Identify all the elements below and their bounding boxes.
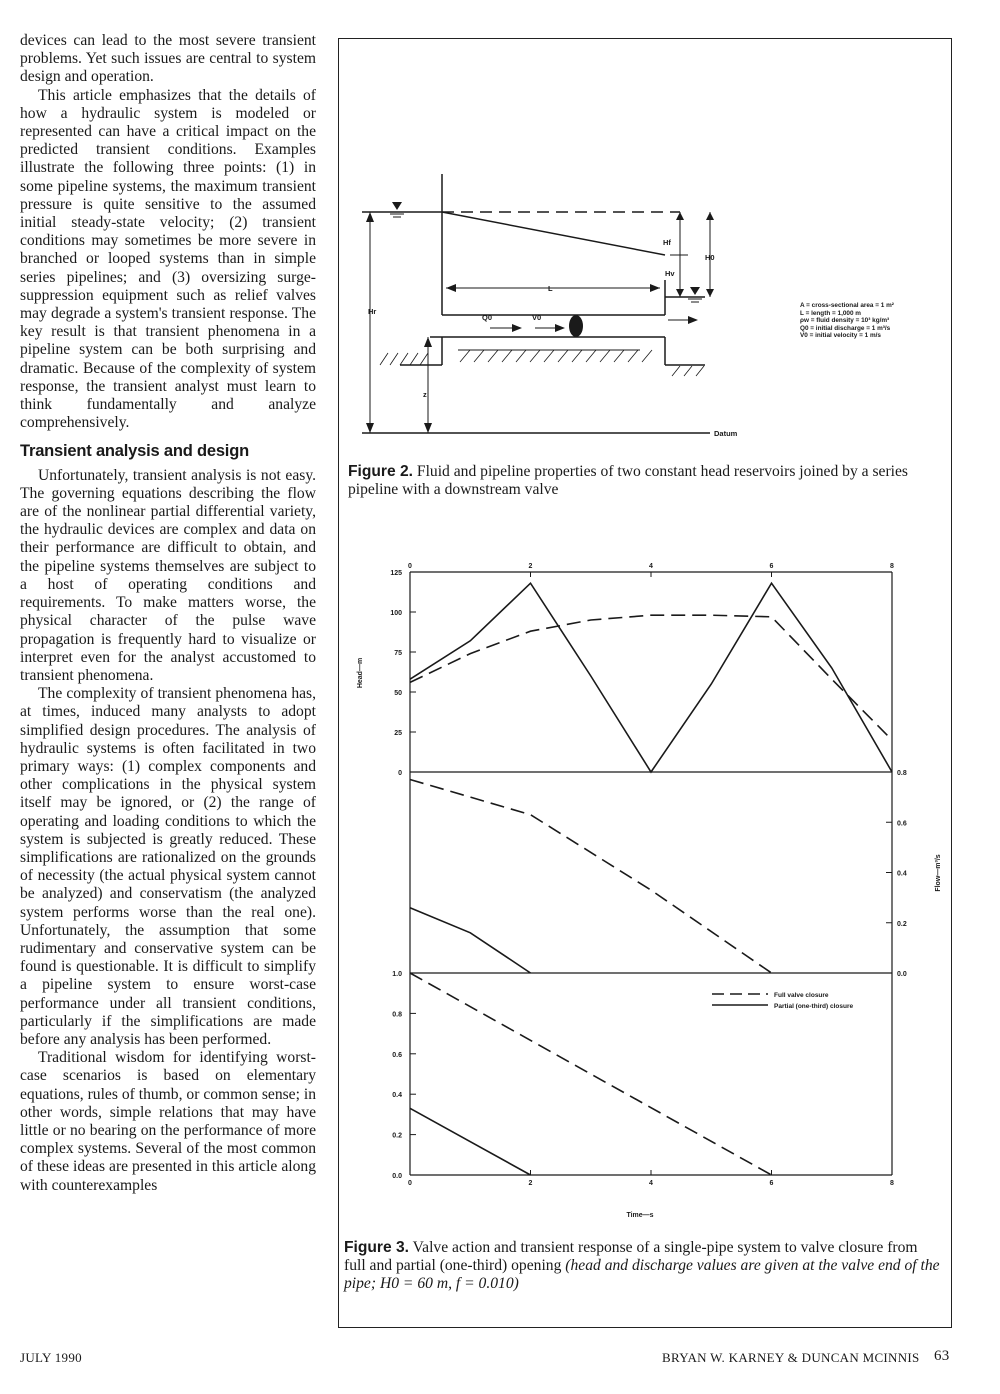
label-ho: H0 [705,253,715,262]
y-tick-label: 0.4 [897,871,907,878]
y-axis-label-flow: Flow—m³/s [935,854,942,891]
legend-line: A = cross-sectional area = 1 m² [800,302,894,309]
series-full-closure [409,972,772,1176]
series-partial-closure [409,581,893,774]
label-v0: V0 [532,313,541,322]
section-heading: Transient analysis and design [20,442,249,461]
figure-frame [338,38,952,1328]
y-tick-label: 0.8 [392,1011,402,1018]
y-tick-label: 0.4 [392,1092,402,1099]
label-a: A [572,313,578,322]
x-tick-label: 6 [770,563,774,570]
y-tick-label: 0.6 [392,1052,402,1059]
figure3-caption: Figure 3. Valve action and transient res… [344,1239,940,1293]
y-tick-label: 0 [398,770,402,777]
figure2-diagram: Hf Hv H0 Hr L Q0 V0 A z Datum [362,174,738,438]
x-tick-label: 8 [890,563,894,570]
y-tick-label: 75 [394,650,402,657]
series-partial-closure [409,1107,531,1176]
legend-line: Q0 = initial discharge = 1 m³/s [800,324,891,332]
footer-date: JULY 1990 [20,1350,82,1365]
label-hv: Hv [665,269,675,278]
paragraph: Unfortunately, transient analysis is not… [20,466,316,684]
y-tick-label: 0.8 [897,770,907,777]
series-full-closure [409,778,772,974]
page-number: 63 [934,1348,950,1364]
x-tick-label: 6 [770,1180,774,1187]
x-tick-label: 8 [890,1180,894,1187]
paragraph: This article emphasizes that the details… [20,86,316,432]
paragraph: The complexity of transient phenomena ha… [20,685,316,1048]
figure2-legend: A = cross-sectional area = 1 m² L = leng… [800,302,894,340]
y-tick-label: 0.2 [392,1133,402,1140]
y-tick-label: 0.2 [897,921,907,928]
legend-line: L = length = 1,000 m [800,309,861,317]
label-q0: Q0 [482,313,492,322]
x-tick-label: 4 [649,563,653,570]
footer-authors: BRYAN W. KARNEY & DUNCAN MCINNIS [662,1350,920,1365]
y-tick-label: 0.6 [897,820,907,827]
caption-text: Valve action and transient response of a… [344,1239,918,1274]
label-l: L [548,284,553,293]
article-column: devices can lead to the most severe tran… [20,32,316,1195]
series-partial-closure [409,906,531,974]
y-tick-label: 50 [394,690,402,697]
y-tick-label: 0.0 [897,971,907,978]
figure3-chart: 0 25 50 75 100 125 0 2 4 6 8 0.0 0.2 0.4 0.6 0.8 0.0 0.2 0… [357,563,942,1219]
y-tick-label: 100 [390,610,402,617]
legend-label-partial: Partial (one-third) closure [774,1003,853,1010]
caption-italic: (head and discharge values are given at … [344,1257,940,1292]
y-axis-label-head: Head—m [357,658,364,688]
y-tick-label: 0.0 [392,1173,402,1180]
caption-text: Fluid and pipeline properties of two con… [348,463,908,498]
caption-italic: f = 0.010) [455,1275,519,1292]
caption-label: Figure 3. [344,1239,409,1256]
x-tick-label: 4 [649,1180,653,1187]
label-z: z [423,390,427,399]
figure2-caption: Figure 2. Fluid and pipeline properties … [348,463,940,499]
x-tick-label: 0 [408,563,412,570]
y-tick-label: 25 [394,730,402,737]
x-tick-label: 2 [529,1180,533,1187]
caption-label: Figure 2. [348,463,413,480]
y-tick-label: 1.0 [392,971,402,978]
label-datum: Datum [714,429,738,438]
legend-line: V0 = initial velocity = 1 m/s [800,332,881,339]
label-hf: Hf [663,238,671,247]
paragraph: devices can lead to the most severe tran… [20,32,316,86]
label-hr: Hr [368,307,376,316]
y-tick-label: 125 [390,570,402,577]
x-tick-label: 2 [529,563,533,570]
series-full-closure [409,614,893,741]
legend-label-full: Full valve closure [774,992,829,999]
x-tick-label: 0 [408,1180,412,1187]
caption-italic: H0 = 60 m, [379,1275,452,1292]
paragraph: Traditional wisdom for identifying worst… [20,1049,316,1194]
legend-line: ρw = fluid density = 10³ kg/m³ [800,317,890,324]
x-axis-label: Time—s [626,1212,653,1219]
